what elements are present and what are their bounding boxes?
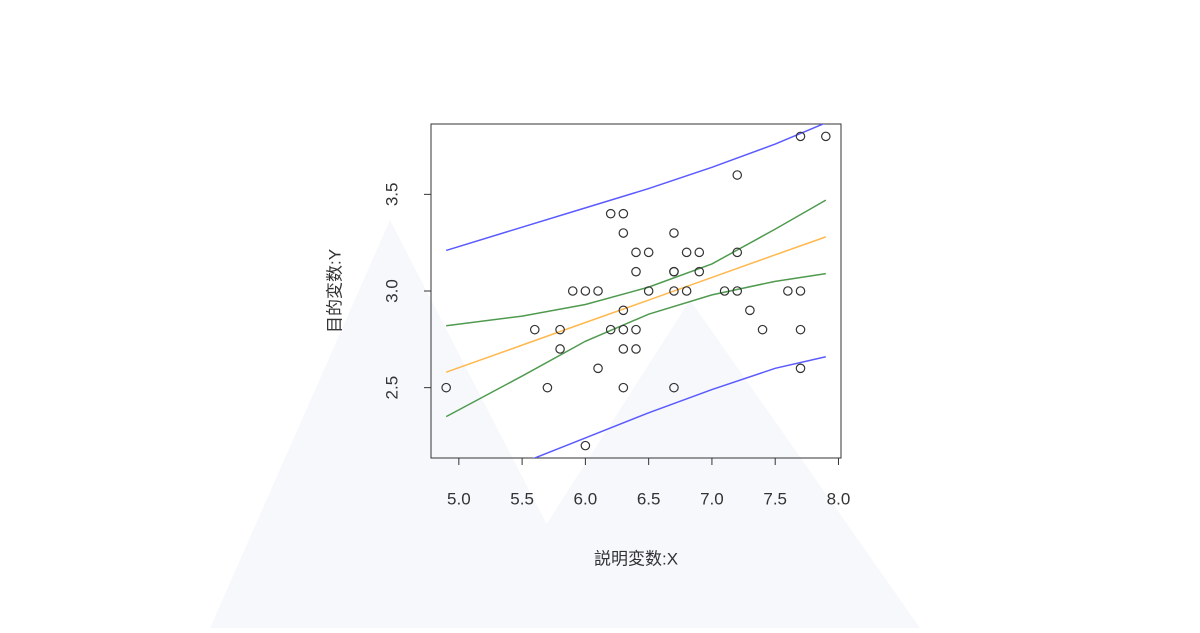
fit-line (445, 272, 826, 418)
point (618, 344, 629, 354)
point (643, 247, 654, 258)
point (441, 382, 451, 393)
x-tick-label: 6.0 (574, 489, 598, 508)
point (631, 247, 641, 258)
point (542, 382, 553, 393)
x-tick-label: 5.0 (447, 489, 471, 508)
background-shapes (210, 220, 920, 628)
y-tick-label: 3.0 (382, 279, 401, 303)
point (605, 324, 616, 335)
point (631, 266, 641, 277)
point (529, 324, 540, 335)
point (745, 305, 755, 316)
point (795, 363, 806, 374)
fit-line (446, 199, 827, 327)
point (618, 228, 629, 238)
point (681, 286, 692, 296)
x-tick-label: 7.5 (763, 489, 787, 508)
point (694, 266, 705, 277)
x-tick-label: 5.5 (510, 489, 534, 508)
point (555, 324, 565, 335)
point (618, 382, 629, 393)
point (694, 247, 705, 258)
point (618, 324, 629, 335)
x-axis-label: 説明変数:X (594, 549, 678, 568)
point (732, 286, 743, 296)
point (567, 286, 578, 296)
x-tick-label: 7.0 (700, 489, 724, 508)
point (719, 286, 730, 296)
y-tick-label: 2.5 (382, 376, 401, 400)
point (631, 324, 641, 335)
point (757, 324, 768, 335)
point (631, 344, 641, 354)
point (681, 247, 692, 258)
x-tick-label: 6.5 (637, 489, 661, 508)
point (732, 170, 743, 180)
point (618, 305, 629, 316)
point (795, 286, 806, 296)
point (669, 266, 679, 277)
point (593, 286, 603, 296)
fit-line (445, 124, 825, 252)
y-axis-label: 目的変数:Y (325, 249, 344, 333)
x-tick-label: 8.0 (827, 489, 851, 508)
point (580, 440, 591, 451)
point (783, 286, 793, 296)
point (605, 208, 616, 219)
point (669, 286, 679, 296)
point (732, 247, 743, 258)
point (795, 131, 806, 142)
y-tick-label: 3.5 (382, 183, 401, 207)
point (643, 286, 654, 296)
point (580, 286, 591, 296)
point (593, 363, 603, 374)
point (555, 344, 565, 354)
point (669, 228, 679, 238)
point (795, 324, 806, 335)
point (821, 131, 831, 142)
point (618, 208, 629, 219)
point (669, 382, 679, 393)
fit-line (445, 236, 827, 373)
fit-line (532, 355, 826, 458)
